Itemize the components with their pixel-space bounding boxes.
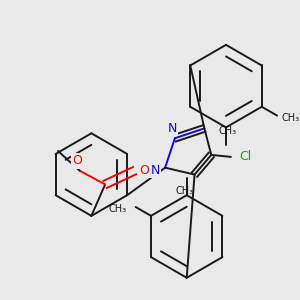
Text: CH₃: CH₃ bbox=[176, 186, 194, 196]
Text: N: N bbox=[151, 164, 160, 177]
Text: Cl: Cl bbox=[239, 150, 252, 164]
Text: CH₃: CH₃ bbox=[109, 204, 127, 214]
Text: CH₃: CH₃ bbox=[282, 112, 300, 123]
Text: CH₃: CH₃ bbox=[219, 126, 237, 136]
Text: N: N bbox=[167, 122, 177, 135]
Text: O: O bbox=[73, 154, 82, 167]
Text: O: O bbox=[140, 164, 149, 177]
